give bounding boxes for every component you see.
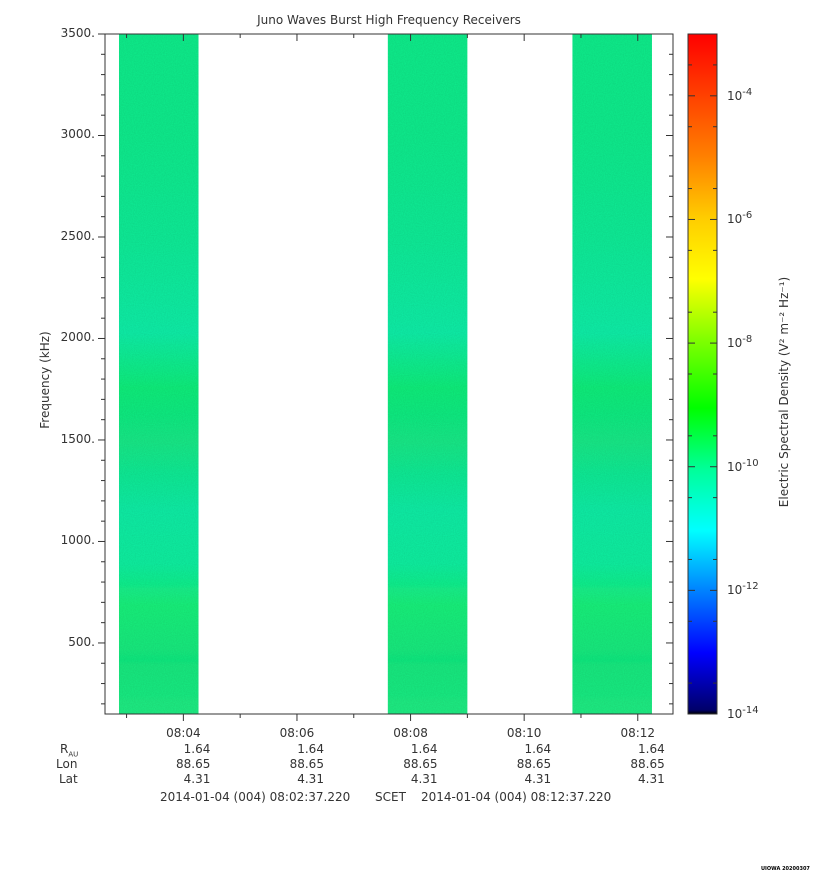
ephem-lon-value: 88.65 (289, 757, 324, 771)
x-tick-label: 08:08 (393, 726, 428, 740)
ephem-lat-value: 4.31 (638, 772, 665, 786)
colorbar-tick-label: 10-10 (727, 457, 759, 474)
ephem-lon-value: 88.65 (176, 757, 211, 771)
x-tick-label: 08:10 (506, 726, 542, 740)
ephem-lat-value: 4.31 (524, 772, 552, 786)
time-range-end: 2014-01-04 (004) 08:12:37.220 (421, 790, 612, 804)
colorbar-tick-label: 10-4 (727, 86, 753, 103)
ephem-lon-value: 88.65 (516, 757, 552, 771)
colorbar-tick-label: 10-14 (727, 705, 759, 721)
y-tick-label: 500. (68, 634, 95, 649)
y-tick-label: 1000. (60, 533, 95, 548)
data-block-2 (387, 34, 468, 714)
colorbar-label: Electric Spectral Density (V² m⁻² Hz⁻¹) (777, 276, 791, 508)
x-tick-label: 08:12 (620, 726, 656, 740)
rau-subscript: AU (68, 750, 79, 759)
plot-axes (98, 33, 674, 721)
ephem-rau-value: 1.64 (638, 742, 665, 756)
data-blocks (118, 34, 652, 714)
y-axis-label: Frequency (kHz) (38, 331, 52, 429)
x-tick-label: 08:04 (166, 726, 201, 740)
ephem-lon-value: 88.65 (630, 757, 665, 771)
data-block-1 (118, 34, 199, 714)
uiowa-stamp: UIOWA 20200307 (761, 866, 810, 872)
ephem-label-lat: Lat (59, 772, 78, 786)
ephem-label-lon: Lon (56, 757, 78, 771)
plot-frame (104, 33, 674, 715)
ephem-lat-value: 4.31 (297, 772, 324, 786)
ephem-rau-value: 1.64 (183, 742, 211, 756)
ephem-rau-value: 1.64 (297, 742, 324, 756)
data-block-3 (572, 34, 652, 714)
colorbar-tick-label: 10-6 (727, 210, 753, 227)
x-tick-label: 08:06 (279, 726, 315, 740)
colorbar (687, 33, 718, 715)
y-tick-label: 1500. (60, 431, 95, 446)
colorbar-tick-label: 10-8 (727, 334, 753, 351)
y-tick-label: 2000. (60, 330, 95, 345)
ephem-rau-value: 1.64 (410, 742, 438, 756)
ephem-rau-value: 1.64 (524, 742, 552, 756)
ephem-lon-value: 88.65 (403, 757, 438, 771)
colorbar-tick-label: 10-12 (727, 581, 759, 598)
time-range-start: 2014-01-04 (004) 08:02:37.220 (160, 790, 351, 804)
y-tick-label: 3000. (60, 127, 95, 142)
y-tick-label: 2500. (60, 228, 95, 243)
y-tick-label: 3500. (60, 26, 95, 40)
time-system-label: SCET (375, 790, 406, 804)
ephem-lat-value: 4.31 (183, 772, 211, 786)
colorbar-gradient (687, 33, 718, 715)
chart-title: Juno Waves Burst High Frequency Receiver… (257, 13, 521, 27)
ephem-label-rau: RAU (60, 742, 79, 759)
ephem-lat-value: 4.31 (410, 772, 438, 786)
